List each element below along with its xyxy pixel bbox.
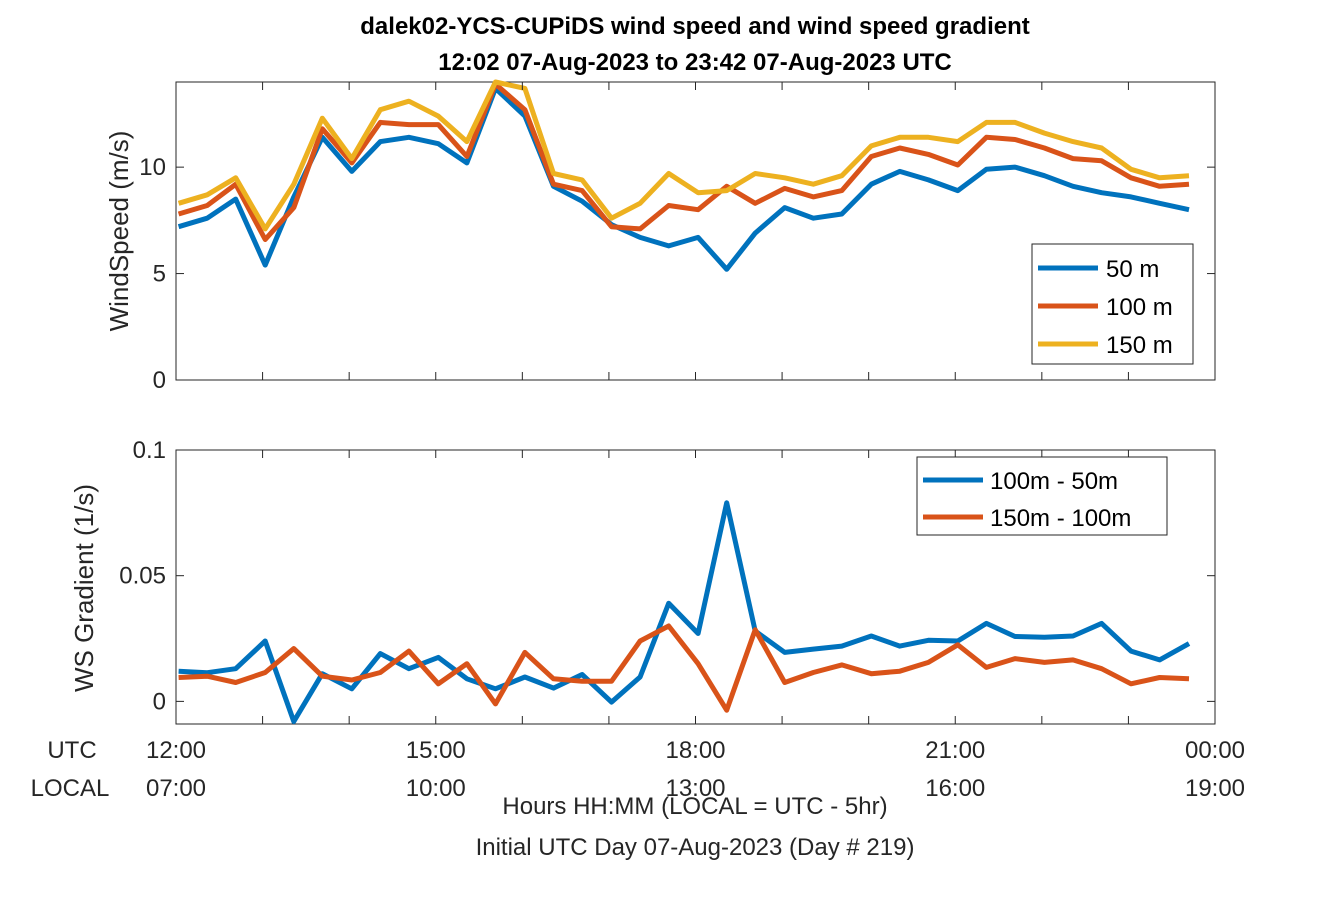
windspeed-series-line-3 [177, 79, 1190, 232]
gradient-series-group [178, 500, 1191, 724]
x-tick-label-local: 13:00 [665, 775, 725, 802]
legend-label-50m: 50 m [1106, 256, 1159, 283]
windspeed-legend: 50 m 100 m 150 m [1031, 243, 1194, 365]
gradient-y-tick-label: 0.1 [133, 437, 166, 464]
windspeed-y-tick-label: 0 [153, 367, 166, 394]
local-row-label: LOCAL [31, 775, 110, 802]
gradient-y-tick-label: 0 [153, 688, 166, 715]
gradient-series-line-1 [178, 500, 1191, 724]
legend-label-100m: 100 m [1106, 294, 1173, 321]
gradient-y-tick-label: 0.05 [119, 563, 166, 590]
windspeed-plot: 0 5 10 WindSpeed (m/s) 50 m 100 m 150 m [104, 79, 1216, 394]
legend-label-150m-100m: 150m - 100m [990, 505, 1131, 532]
x-tick-labels: UTC LOCAL 12:00 07:00 15:00 10:00 18:00 13:00… [31, 737, 1245, 802]
x-tick-label-utc: 21:00 [925, 737, 985, 764]
gradient-y-axis-label: WS Gradient (1/s) [69, 484, 99, 692]
windspeed-y-tick-label: 10 [139, 154, 166, 181]
gradient-series-line-2 [178, 623, 1190, 713]
x-tick-label-local: 19:00 [1185, 775, 1245, 802]
windspeed-series-line-2 [177, 81, 1190, 242]
x-tick-label-local: 07:00 [146, 775, 206, 802]
utc-row-label: UTC [47, 737, 96, 764]
x-tick-label-utc: 12:00 [146, 737, 206, 764]
gradient-legend: 100m - 50m 150m - 100m [916, 456, 1168, 536]
x-tick-label-utc: 00:00 [1185, 737, 1245, 764]
chart-title-line2: 12:02 07-Aug-2023 to 23:42 07-Aug-2023 U… [438, 49, 952, 76]
gradient-plot: 0 0.05 0.1 WS Gradient (1/s) 100m - 50m 15… [69, 437, 1216, 725]
windspeed-y-tick-label: 5 [153, 261, 166, 288]
chart-title-line1: dalek02-YCS-CUPiDS wind speed and wind s… [360, 13, 1029, 40]
windspeed-series-group [177, 79, 1190, 272]
legend-label-150m: 150 m [1106, 332, 1173, 359]
x-axis-label-line1: Hours HH:MM (LOCAL = UTC - 5hr) [502, 793, 887, 820]
x-tick-label-utc: 18:00 [665, 737, 725, 764]
gradient-legend-box [916, 456, 1168, 536]
x-tick-label-local: 10:00 [406, 775, 466, 802]
windspeed-y-axis-label: WindSpeed (m/s) [104, 131, 134, 332]
x-tick-label-local: 16:00 [925, 775, 985, 802]
legend-label-100m-50m: 100m - 50m [990, 468, 1118, 495]
windspeed-series-line-1 [177, 85, 1190, 272]
x-axis-label-line2: Initial UTC Day 07-Aug-2023 (Day # 219) [476, 834, 915, 861]
x-tick-label-utc: 15:00 [406, 737, 466, 764]
